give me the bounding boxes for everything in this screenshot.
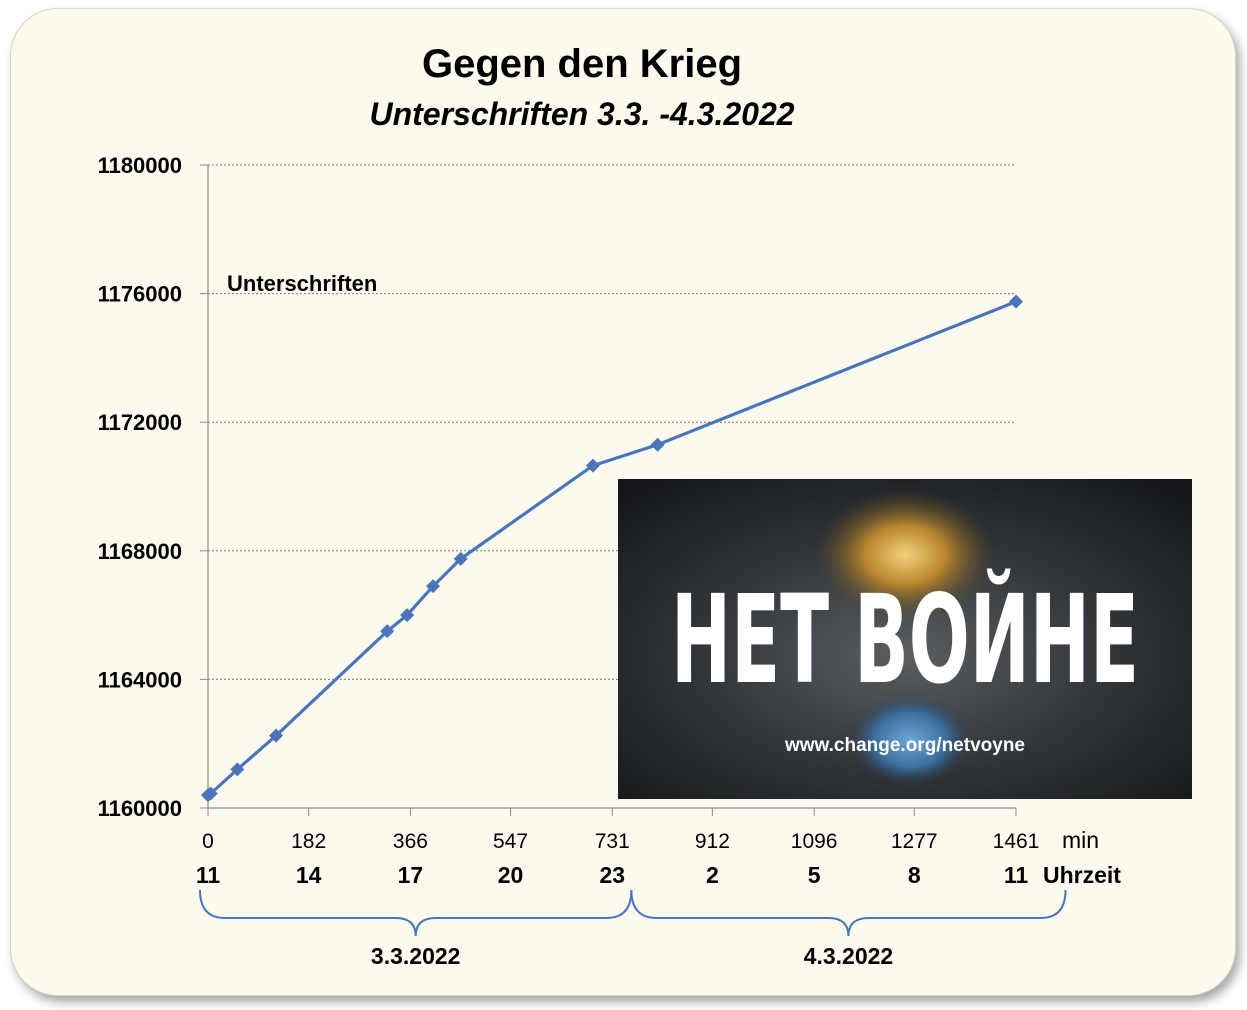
date-braces: 3.3.2022 4.3.2022 [199,889,1067,969]
date-brace [199,889,633,937]
earth-graphic [850,695,970,785]
data-point [1009,294,1023,309]
date-brace [630,889,1067,937]
x-tick-label: 1461 [993,830,1040,853]
series-signatures [201,294,1023,803]
hour-label: 23 [599,862,625,888]
hour-labels: 11 14 17 20 23 2 5 8 11 [196,862,1029,888]
date-label: 4.3.2022 [804,943,894,969]
data-point [269,728,284,743]
y-tick-label: 1160000 [98,796,182,821]
no-war-banner: НЕТ ВОЙНЕ www.change.org/netvoyne [618,479,1192,799]
x-axis-unit-label: min [1062,827,1099,853]
x-tick-label: 912 [695,830,730,853]
hour-label: 5 [808,862,821,888]
hour-label: 20 [498,862,524,888]
y-tick-label: 1180000 [98,153,182,178]
hour-label: 17 [398,862,424,888]
data-point [453,551,468,566]
data-point [650,437,665,452]
x-tick-label: 0 [202,830,214,853]
x-tick-label: 1277 [891,830,938,853]
x-tick-labels: 0 182 366 547 731 912 1096 1277 1461 [202,830,1039,853]
data-point [585,458,600,473]
chart-subtitle: Unterschriften 3.3. -4.3.2022 [369,96,794,132]
y-tick-label: 1176000 [98,282,182,307]
x-tick-label: 182 [291,830,326,853]
date-label: 3.3.2022 [371,943,461,969]
y-tick-labels: 1160000 1164000 1168000 1172000 1176000 11800… [98,153,182,821]
y-tick-label: 1168000 [98,539,182,564]
data-point [426,579,441,594]
hour-label: 14 [296,862,322,888]
hour-label: 8 [908,862,921,888]
hour-label: 11 [196,862,221,888]
hour-label: 2 [706,862,719,888]
explosion-graphic [815,490,995,620]
data-point [400,608,415,623]
data-point [380,624,395,639]
data-point [230,762,245,777]
y-tick-label: 1172000 [98,410,182,435]
hour-axis-label: Uhrzeit [1043,862,1121,888]
y-tick-label: 1164000 [98,667,182,692]
data-point [203,786,218,801]
banner-url: www.change.org/netvoyne [784,735,1025,756]
chart-title: Gegen den Krieg [422,42,742,86]
x-tick-label: 731 [595,830,630,853]
x-tick-label: 547 [493,830,528,853]
axes [200,164,1017,816]
x-tick-label: 1096 [791,830,838,853]
series-label: Unterschriften [227,271,377,296]
banner-headline: НЕТ ВОЙНЕ [671,569,1139,711]
x-tick-label: 366 [393,830,428,853]
hour-label: 11 [1004,862,1029,888]
